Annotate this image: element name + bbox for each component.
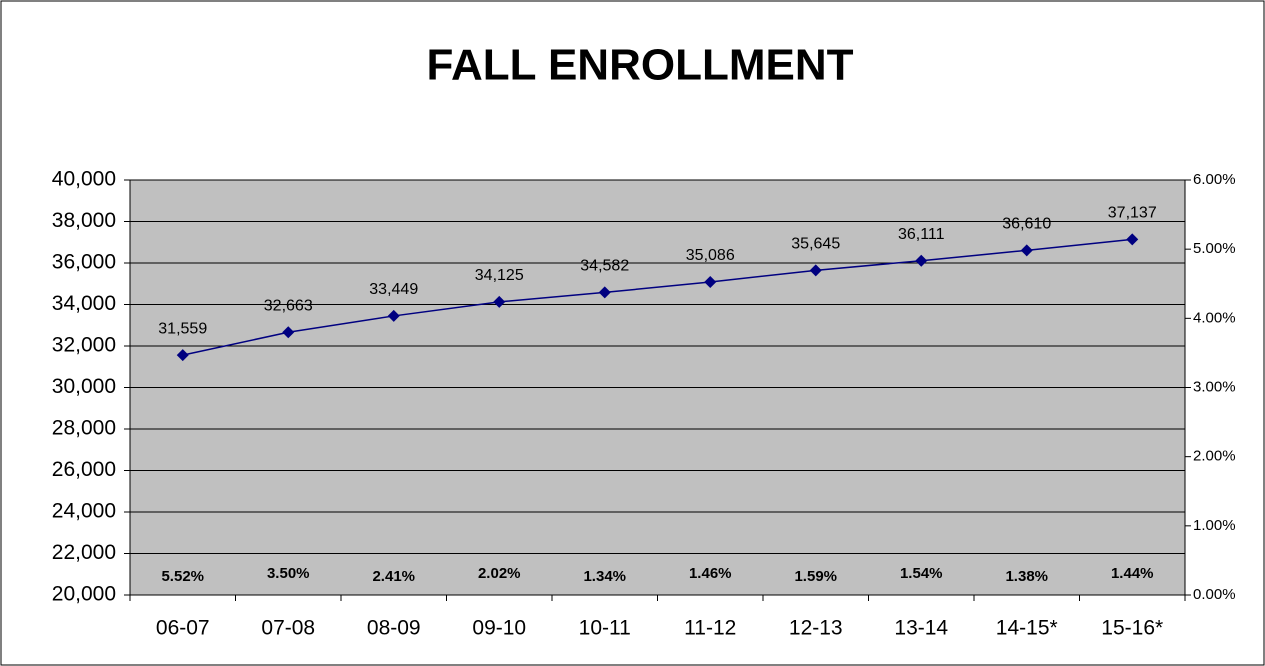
y-tick-label: 24,000	[52, 500, 116, 523]
rate-label: 3.50%	[267, 565, 310, 582]
rate-label: 1.59%	[794, 568, 837, 585]
data-point	[387, 309, 400, 322]
data-label: 35,645	[791, 236, 840, 253]
data-line	[182, 238, 1133, 356]
data-label: 34,582	[580, 258, 629, 275]
data-point	[704, 275, 717, 288]
y2-tick-label: 4.00%	[1193, 309, 1236, 326]
x-tick-label: 11-12	[684, 617, 736, 640]
chart-title: FALL ENROLLMENT	[427, 41, 854, 90]
data-label: 37,137	[1108, 205, 1157, 222]
y-tick-label: 30,000	[52, 375, 116, 398]
data-label: 31,559	[158, 320, 207, 337]
data-point	[176, 349, 189, 362]
x-tick-label: 09-10	[472, 617, 526, 640]
y2-tick-label: 6.00%	[1193, 171, 1236, 188]
rate-label: 1.54%	[900, 565, 943, 582]
y-tick-label: 38,000	[52, 209, 116, 232]
y2-tick-label: 2.00%	[1193, 448, 1236, 465]
y2-tick-label: 5.00%	[1193, 240, 1236, 257]
y-tick-label: 26,000	[52, 458, 116, 481]
data-point	[1020, 244, 1033, 257]
rate-label: 1.44%	[1111, 565, 1154, 582]
data-point	[915, 254, 928, 267]
data-label: 36,610	[1002, 216, 1051, 233]
data-label: 36,111	[898, 226, 945, 243]
data-label: 35,086	[686, 247, 735, 264]
rate-label: 2.41%	[372, 568, 415, 585]
rate-label: 1.34%	[583, 568, 626, 585]
data-point	[598, 286, 611, 299]
x-tick-label: 15-16*	[1101, 617, 1163, 640]
x-tick-label: 10-11	[579, 617, 631, 640]
x-tick-label: 06-07	[156, 617, 210, 640]
data-label: 33,449	[369, 281, 418, 298]
data-label: 34,125	[475, 267, 524, 284]
y2-tick-label: 1.00%	[1193, 517, 1236, 534]
rate-label: 5.52%	[161, 568, 204, 585]
data-point	[809, 264, 822, 277]
data-point	[1126, 233, 1139, 246]
y-tick-label: 34,000	[52, 292, 116, 315]
y-tick-label: 20,000	[52, 583, 116, 606]
x-tick-label: 07-08	[261, 617, 315, 640]
rate-label: 1.38%	[1005, 568, 1048, 585]
y-tick-label: 40,000	[52, 168, 116, 191]
data-label: 32,663	[264, 297, 313, 314]
y-tick-label: 28,000	[52, 417, 116, 440]
y-tick-label: 22,000	[52, 541, 116, 564]
x-tick-label: 12-13	[789, 617, 843, 640]
y2-tick-label: 3.00%	[1193, 378, 1236, 395]
y-tick-label: 36,000	[52, 251, 116, 274]
data-point	[493, 295, 506, 308]
x-tick-label: 13-14	[894, 617, 948, 640]
y-tick-label: 32,000	[52, 334, 116, 357]
rate-label: 2.02%	[478, 565, 521, 582]
data-point	[282, 326, 295, 339]
x-tick-label: 14-15*	[996, 617, 1058, 640]
rate-label: 1.46%	[689, 565, 732, 582]
y2-tick-label: 0.00%	[1193, 586, 1236, 603]
x-tick-label: 08-09	[367, 617, 421, 640]
